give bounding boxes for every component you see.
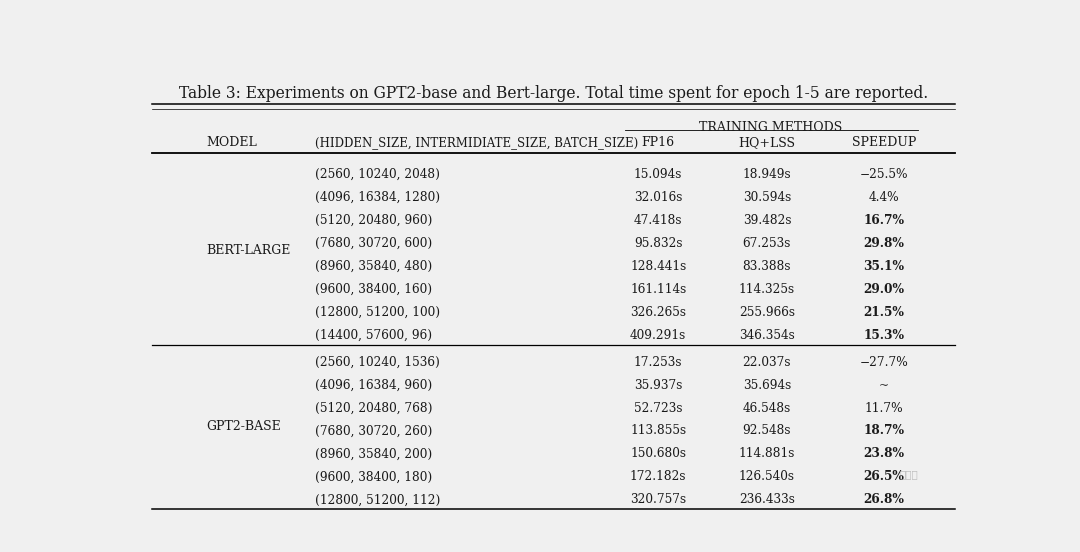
Text: 172.182s: 172.182s [630,470,687,484]
Text: 409.291s: 409.291s [630,329,686,342]
Text: 新智元: 新智元 [900,469,919,479]
Text: (4096, 16384, 1280): (4096, 16384, 1280) [315,191,440,204]
Text: 83.388s: 83.388s [743,260,792,273]
Text: (8960, 35840, 200): (8960, 35840, 200) [315,448,432,460]
Text: SPEEDUP: SPEEDUP [852,136,916,150]
Text: 128.441s: 128.441s [630,260,686,273]
Text: 16.7%: 16.7% [864,214,905,227]
Text: 30.594s: 30.594s [743,191,791,204]
Text: 95.832s: 95.832s [634,237,683,250]
Text: 32.016s: 32.016s [634,191,683,204]
Text: 47.418s: 47.418s [634,214,683,227]
Text: (9600, 38400, 160): (9600, 38400, 160) [315,283,432,296]
Text: GPT2-BASE: GPT2-BASE [206,420,281,433]
Text: 29.8%: 29.8% [864,237,905,250]
Text: 15.3%: 15.3% [864,329,905,342]
Text: 236.433s: 236.433s [739,493,795,506]
Text: (5120, 20480, 768): (5120, 20480, 768) [315,401,432,415]
Text: MODEL: MODEL [206,136,257,150]
Text: 346.354s: 346.354s [739,329,795,342]
Text: FP16: FP16 [642,136,675,150]
Text: (8960, 35840, 480): (8960, 35840, 480) [315,260,432,273]
Text: (12800, 51200, 100): (12800, 51200, 100) [315,306,440,319]
Text: 126.540s: 126.540s [739,470,795,484]
Text: BERT-LARGE: BERT-LARGE [206,245,291,257]
Text: 326.265s: 326.265s [630,306,686,319]
Text: 320.757s: 320.757s [630,493,686,506]
Text: 150.680s: 150.680s [630,448,686,460]
Text: (7680, 30720, 260): (7680, 30720, 260) [315,424,432,438]
Text: 26.5%: 26.5% [864,470,905,484]
Text: HQ+LSS: HQ+LSS [739,136,796,150]
Text: 4.4%: 4.4% [868,191,900,204]
Text: (2560, 10240, 1536): (2560, 10240, 1536) [315,355,440,369]
Text: (14400, 57600, 96): (14400, 57600, 96) [315,329,432,342]
Text: 46.548s: 46.548s [743,401,791,415]
Text: (HIDDEN_SIZE, INTERMIDIATE_SIZE, BATCH_SIZE): (HIDDEN_SIZE, INTERMIDIATE_SIZE, BATCH_S… [315,136,638,150]
Text: 18.949s: 18.949s [743,168,792,181]
Text: (7680, 30720, 600): (7680, 30720, 600) [315,237,432,250]
Text: 29.0%: 29.0% [864,283,905,296]
Text: 18.7%: 18.7% [864,424,905,438]
Text: 35.937s: 35.937s [634,379,683,391]
Text: 26.8%: 26.8% [864,493,905,506]
Text: 114.325s: 114.325s [739,283,795,296]
Text: 21.5%: 21.5% [864,306,905,319]
Text: 11.7%: 11.7% [865,401,904,415]
Text: 255.966s: 255.966s [739,306,795,319]
Text: (5120, 20480, 960): (5120, 20480, 960) [315,214,432,227]
Text: 114.881s: 114.881s [739,448,795,460]
Text: 17.253s: 17.253s [634,355,683,369]
Text: (2560, 10240, 2048): (2560, 10240, 2048) [315,168,440,181]
Text: (4096, 16384, 960): (4096, 16384, 960) [315,379,432,391]
Text: ~: ~ [879,379,889,391]
Text: (9600, 38400, 180): (9600, 38400, 180) [315,470,432,484]
Text: 35.1%: 35.1% [864,260,905,273]
Text: 67.253s: 67.253s [743,237,792,250]
Text: (12800, 51200, 112): (12800, 51200, 112) [315,493,441,506]
Text: 23.8%: 23.8% [864,448,905,460]
Text: Table 3: Experiments on GPT2-base and Bert-large. Total time spent for epoch 1-5: Table 3: Experiments on GPT2-base and Be… [179,86,928,102]
Text: 39.482s: 39.482s [743,214,792,227]
Text: 92.548s: 92.548s [743,424,792,438]
Text: 52.723s: 52.723s [634,401,683,415]
Text: TRAINING METHODS: TRAINING METHODS [700,121,842,135]
Text: 35.694s: 35.694s [743,379,791,391]
Text: 161.114s: 161.114s [630,283,686,296]
Text: 15.094s: 15.094s [634,168,683,181]
Text: −25.5%: −25.5% [860,168,908,181]
Text: −27.7%: −27.7% [860,355,908,369]
Text: 113.855s: 113.855s [630,424,686,438]
Text: 22.037s: 22.037s [743,355,792,369]
